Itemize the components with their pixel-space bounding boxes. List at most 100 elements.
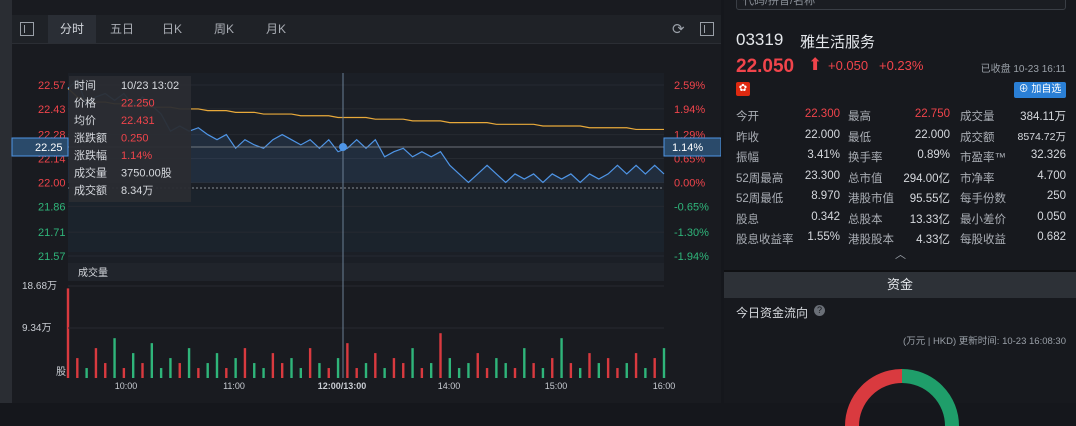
tab-daily-k[interactable]: 日K [161, 22, 182, 36]
volume-bar [523, 348, 526, 378]
tab-monthly-k[interactable]: 月K [265, 22, 286, 36]
stat-label: 总市值 [848, 172, 883, 185]
tooltip-value: 10/23 13:02 [121, 80, 179, 92]
tab-five-day[interactable]: 五日 [109, 22, 134, 36]
stat-value: 3.41% [807, 149, 840, 161]
section-divider [724, 270, 1076, 272]
price-tick: 22.14 [38, 154, 66, 166]
stat-label: 成交量 [960, 111, 995, 123]
stat-value: 0.050 [1037, 210, 1066, 223]
tooltip-value: 22.431 [121, 115, 155, 127]
refresh-icon[interactable]: ⟳ [672, 21, 685, 38]
volume-bars [66, 288, 666, 378]
volume-bar [439, 333, 442, 378]
percent-tick: -1.30% [674, 227, 709, 239]
stat-label: 成交额 [960, 131, 995, 144]
volume-bar [243, 348, 247, 378]
market-status: 已收盘 10-23 16:11 [980, 64, 1066, 75]
volume-bar [597, 363, 601, 378]
volume-bar [374, 353, 377, 378]
volume-bar [299, 368, 303, 378]
percent-tick: -0.65% [674, 201, 709, 213]
volume-bar [411, 348, 414, 378]
price-tick: 22.43 [38, 104, 66, 116]
left-gutter [0, 0, 12, 403]
tooltip-value: 3750.00股 [121, 167, 172, 180]
percent-tick: 1.94% [674, 104, 705, 116]
crosshair-pct-badge [663, 137, 721, 157]
tooltip-label: 涨跌幅 [74, 148, 107, 162]
fund-flow-unit: (万元 | HKD) 更新时间: 10-23 16:08:30 [903, 336, 1066, 347]
stat-value: 13.33亿 [909, 213, 950, 226]
volume-bar [429, 363, 433, 378]
volume-bar [457, 368, 461, 378]
volume-bar [113, 338, 116, 378]
donut-inflow-segment [845, 369, 903, 426]
collapse-chevron-icon[interactable]: ︿ [895, 249, 906, 261]
tooltip-value: 22.250 [121, 98, 155, 110]
volume-bar [280, 363, 284, 378]
tab-intraday[interactable]: 分时 [48, 15, 96, 43]
stat-label: 最低 [848, 131, 871, 144]
crosshair-price-badge [11, 137, 69, 157]
volume-bar [606, 358, 610, 378]
volume-bar [271, 353, 275, 378]
volume-bar [653, 358, 656, 378]
intraday-chart[interactable]: 22.5722.4322.2822.1422.0021.8621.7121.57… [0, 0, 721, 403]
stat-value: 22.750 [914, 108, 950, 120]
volume-bar [290, 358, 293, 378]
volume-bar [383, 368, 386, 378]
add-watchlist-button[interactable]: ⊕ 加自选 [1014, 82, 1066, 98]
volume-bar [66, 288, 70, 378]
volume-bar [253, 363, 256, 378]
volume-bar [150, 343, 154, 378]
up-arrow-icon: ⬆ [808, 55, 823, 74]
volume-bar [262, 368, 265, 378]
volume-bar [225, 368, 228, 378]
time-tick: 16:00 [653, 381, 676, 391]
stat-value: 22.000 [914, 128, 950, 141]
stat-value: 23.300 [804, 169, 840, 182]
tooltip-label: 涨跌额 [74, 131, 107, 145]
sidebar-toggle-icon[interactable] [20, 22, 34, 36]
volume-bar [76, 358, 79, 378]
stat-label: 港股市值 [848, 193, 894, 205]
tab-funds[interactable]: 资金 [724, 272, 1076, 298]
volume-bar [355, 368, 358, 378]
stat-label: 52周最高 [736, 172, 784, 185]
stat-value: 4.33亿 [916, 234, 950, 246]
stat-value: 8574.72万 [1017, 130, 1066, 143]
stock-code: 03319 [736, 30, 784, 49]
stat-value: 95.55亿 [909, 193, 950, 205]
search-input[interactable]: 代码/拼音/名称 [736, 0, 1066, 10]
last-price: 22.050 [736, 56, 795, 77]
percent-tick: -1.94% [674, 251, 709, 263]
stat-label: 52周最低 [736, 193, 784, 205]
info-icon[interactable]: ? [814, 305, 825, 316]
volume-bar [485, 368, 489, 378]
price-tick: 22.00 [38, 177, 66, 189]
stat-label: 每股收益 [960, 234, 1006, 246]
tooltip-box [69, 76, 191, 202]
add-watchlist-label: 加自选 [1031, 84, 1062, 95]
volume-bar [569, 363, 573, 378]
volume-bar [392, 358, 396, 378]
volume-bar [169, 358, 172, 378]
stat-value: 8.970 [811, 190, 840, 202]
volume-bar [234, 358, 237, 378]
volume-bar [206, 363, 209, 378]
percent-tick: 0.65% [674, 154, 705, 166]
volume-bar [215, 353, 219, 378]
volume-bar [588, 353, 591, 378]
volume-bar [308, 348, 312, 378]
panel-toggle-icon[interactable] [700, 22, 714, 36]
time-tick: 11:00 [223, 381, 245, 391]
stat-label: 最小差价 [960, 213, 1006, 226]
volume-bar [532, 363, 535, 378]
stat-label: 昨收 [736, 131, 759, 144]
volume-bar [187, 348, 191, 378]
volume-bar [94, 348, 98, 378]
volume-bar [178, 363, 181, 378]
tab-weekly-k[interactable]: 周K [213, 22, 234, 36]
